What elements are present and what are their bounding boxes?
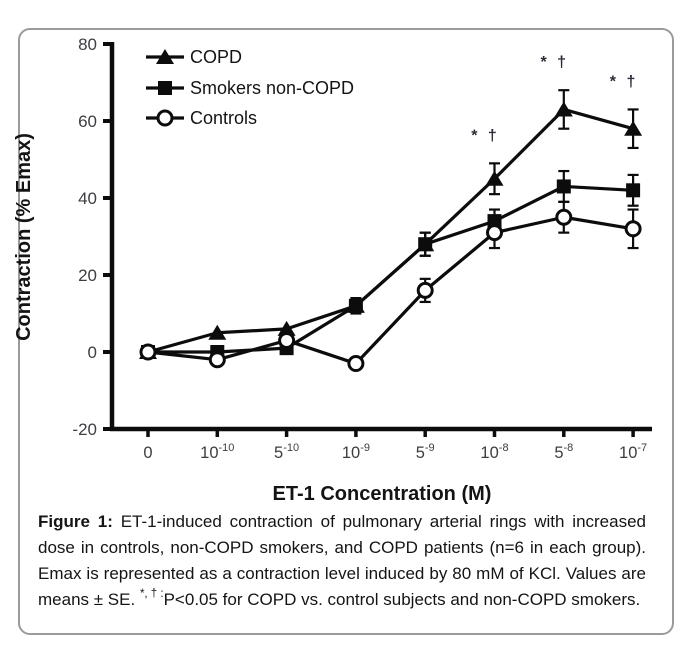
y-tick-label: 40 — [78, 189, 97, 208]
triangle-marker-icon — [485, 170, 504, 186]
legend-item-smokers-non-copd: Smokers non-COPD — [146, 78, 354, 98]
circle-marker-icon — [486, 224, 503, 242]
square-marker-icon — [626, 183, 641, 198]
significance-annotation: * † — [541, 54, 570, 71]
figure-caption: Figure 1: ET-1-induced contraction of pu… — [38, 509, 646, 613]
x-tick-label: 10-9 — [342, 442, 370, 462]
triangle-marker-icon — [208, 324, 227, 340]
x-tick-label: 5-10 — [274, 442, 299, 462]
circle-marker-icon — [139, 343, 157, 361]
y-tick-label: 60 — [78, 112, 97, 131]
y-tick-label: 80 — [78, 35, 97, 54]
series-line — [147, 107, 634, 354]
circle-marker-icon — [278, 331, 296, 349]
triangle-marker-icon — [554, 101, 573, 117]
legend-label: Controls — [190, 108, 257, 128]
y-axis-title: Contraction (% Emax) — [13, 133, 35, 341]
x-tick-label: 0 — [143, 444, 152, 462]
square-marker-icon — [348, 298, 363, 313]
circle-marker-icon — [416, 281, 434, 299]
x-tick-label: 5-8 — [554, 442, 573, 462]
square-marker-icon — [158, 81, 172, 95]
significance-annotation: * † — [471, 127, 500, 144]
triangle-marker-icon — [156, 49, 174, 64]
legend: COPD Smokers non-COPD Controls — [146, 47, 354, 128]
triangle-marker-icon — [624, 120, 643, 136]
x-tick-label: 5-9 — [416, 442, 435, 462]
x-tick-label: 10-8 — [480, 442, 508, 462]
caption-figure-label: Figure 1: — [38, 512, 113, 531]
x-axis: 0 10-10 5-10 10-9 5-9 10-8 5-8 10-7 ET-1 Concent… — [110, 426, 652, 505]
legend-item-controls: Controls — [146, 108, 257, 128]
y-tick-label: -20 — [72, 420, 97, 439]
circle-marker-icon — [156, 109, 174, 127]
series-line — [147, 215, 634, 366]
circle-marker-icon — [208, 351, 226, 369]
caption-significance-markers: *, † : — [139, 588, 164, 601]
legend-item-copd: COPD — [146, 47, 242, 67]
line-chart: 80 60 40 20 0 -20 Contraction (% Emax) 0 10-10 5-… — [13, 35, 652, 505]
caption-text-2: P<0.05 for COPD vs. control subjects and… — [163, 590, 641, 609]
caption-text-1: ET-1-induced contraction of pulmonary ar… — [38, 512, 646, 609]
triangle-marker-icon — [277, 320, 296, 336]
y-tick-label: 0 — [88, 343, 97, 362]
circle-marker-icon — [555, 208, 573, 226]
square-marker-icon — [418, 237, 433, 252]
x-tick-label: 10-10 — [200, 442, 234, 462]
figure-border — [18, 28, 674, 635]
series-line — [148, 184, 634, 354]
circle-marker-icon — [347, 355, 365, 373]
significance-annotation: * † — [610, 73, 639, 90]
x-axis-title: ET-1 Concentration (M) — [273, 483, 492, 505]
legend-label: Smokers non-COPD — [190, 78, 354, 98]
square-marker-icon — [556, 179, 571, 194]
circle-marker-icon — [624, 220, 642, 238]
x-tick-label: 10-7 — [619, 442, 647, 462]
legend-label: COPD — [190, 47, 242, 67]
y-tick-label: 20 — [78, 266, 97, 285]
y-axis: 80 60 40 20 0 -20 Contraction (% Emax) — [13, 35, 115, 439]
series-controls — [139, 200, 642, 373]
